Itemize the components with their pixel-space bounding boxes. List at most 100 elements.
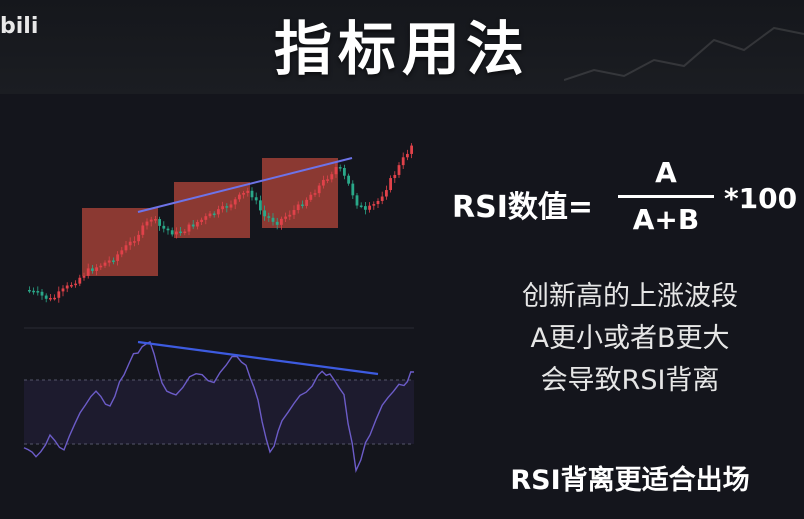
candle-body	[141, 225, 145, 235]
candle-body	[133, 241, 136, 243]
candle-body	[271, 217, 275, 222]
candle-body	[225, 206, 229, 208]
candle-body	[343, 167, 346, 176]
candle-body	[355, 195, 359, 206]
candle-body	[317, 185, 321, 194]
candle-body	[242, 192, 245, 195]
candle-body	[393, 174, 397, 179]
candle-body	[212, 213, 216, 216]
candle-body	[112, 260, 115, 262]
rsi-line	[23, 340, 415, 473]
candle-body	[107, 260, 111, 263]
candle-body	[187, 224, 191, 232]
candle-body	[292, 210, 296, 215]
candle-body	[221, 206, 224, 210]
candle-body	[275, 221, 279, 225]
candle-body	[263, 210, 266, 217]
candle-body	[238, 194, 241, 200]
candle-body	[389, 178, 392, 191]
candle-body	[259, 200, 262, 211]
candle-body	[406, 153, 409, 158]
candle-body	[368, 205, 371, 210]
candle-body	[347, 175, 350, 184]
bilibili-logo: bili	[0, 14, 39, 39]
candle-body	[254, 197, 258, 201]
wave-box-2	[174, 182, 250, 238]
candle-body	[380, 196, 384, 201]
candle-body	[233, 199, 237, 205]
explanation-line-3: 会导致RSI背离	[540, 365, 720, 396]
formula-label: RSI数值=	[452, 190, 594, 225]
candle-body	[284, 216, 287, 219]
candle-body	[91, 268, 94, 271]
candle-body	[334, 167, 338, 175]
candle-body	[120, 250, 124, 255]
candle-body	[364, 206, 367, 210]
candle-body	[78, 277, 82, 284]
candle-body	[74, 283, 77, 286]
candle-body	[36, 291, 40, 293]
candle-body	[183, 231, 187, 234]
candle-body	[32, 290, 35, 293]
candle-body	[154, 219, 157, 221]
header-band	[0, 0, 804, 94]
price-trend-line	[137, 157, 353, 213]
candle-body	[95, 267, 98, 271]
candle-body	[229, 204, 233, 208]
candle-body	[288, 214, 292, 217]
candle-body	[179, 231, 182, 234]
candle-body	[376, 200, 380, 205]
conclusion-text: RSI背离更适合出场	[510, 465, 750, 496]
candle-body	[145, 221, 149, 226]
candle-body	[204, 216, 208, 220]
candle-body	[53, 297, 56, 300]
candle-body	[103, 262, 107, 266]
candle-body	[296, 204, 300, 211]
candle-body	[128, 241, 132, 246]
page-title: 指标用法	[273, 15, 530, 83]
candle-body	[49, 297, 52, 300]
formula-multiplier: *100	[724, 182, 798, 215]
candle-body	[196, 221, 199, 227]
candle-body	[385, 190, 388, 197]
candle-body	[351, 183, 355, 196]
candle-body	[28, 290, 31, 292]
wave-box-3	[262, 158, 338, 228]
candle-body	[149, 219, 153, 222]
candle-body	[40, 291, 44, 296]
candle-body	[280, 218, 283, 225]
explanation-line-2: A更小或者B更大	[530, 323, 730, 354]
candle-body	[217, 209, 220, 215]
candle-body	[124, 245, 128, 251]
candle-body	[372, 204, 376, 206]
explanation-line-1: 创新高的上涨波段	[522, 281, 738, 312]
fraction-bar	[618, 195, 714, 198]
background-chart-decoration	[564, 26, 804, 81]
candle-body	[65, 285, 69, 289]
candle-body	[57, 291, 61, 298]
candle-body	[250, 190, 254, 198]
candle-body	[359, 205, 363, 208]
candle-body	[99, 265, 103, 268]
candle-body	[401, 157, 405, 166]
candle-body	[267, 216, 271, 218]
candle-body	[301, 204, 304, 207]
candle-body	[70, 285, 73, 287]
candle-body	[61, 288, 65, 292]
candle-body	[309, 194, 313, 200]
candle-body	[158, 219, 161, 226]
rsi-divergence-line	[137, 340, 379, 376]
candle-body	[82, 275, 86, 278]
candle-body	[338, 167, 342, 169]
candle-body	[170, 230, 174, 235]
candle-body	[330, 174, 334, 180]
wave-box-1	[82, 208, 158, 276]
candle-body	[322, 179, 325, 186]
candle-body	[208, 213, 212, 217]
candle-body	[410, 145, 413, 154]
formula-numerator: A	[655, 156, 677, 189]
candle-body	[86, 268, 90, 276]
candle-body	[175, 231, 178, 235]
candle-body	[191, 224, 195, 227]
price-and-rsi-chart	[23, 143, 415, 473]
